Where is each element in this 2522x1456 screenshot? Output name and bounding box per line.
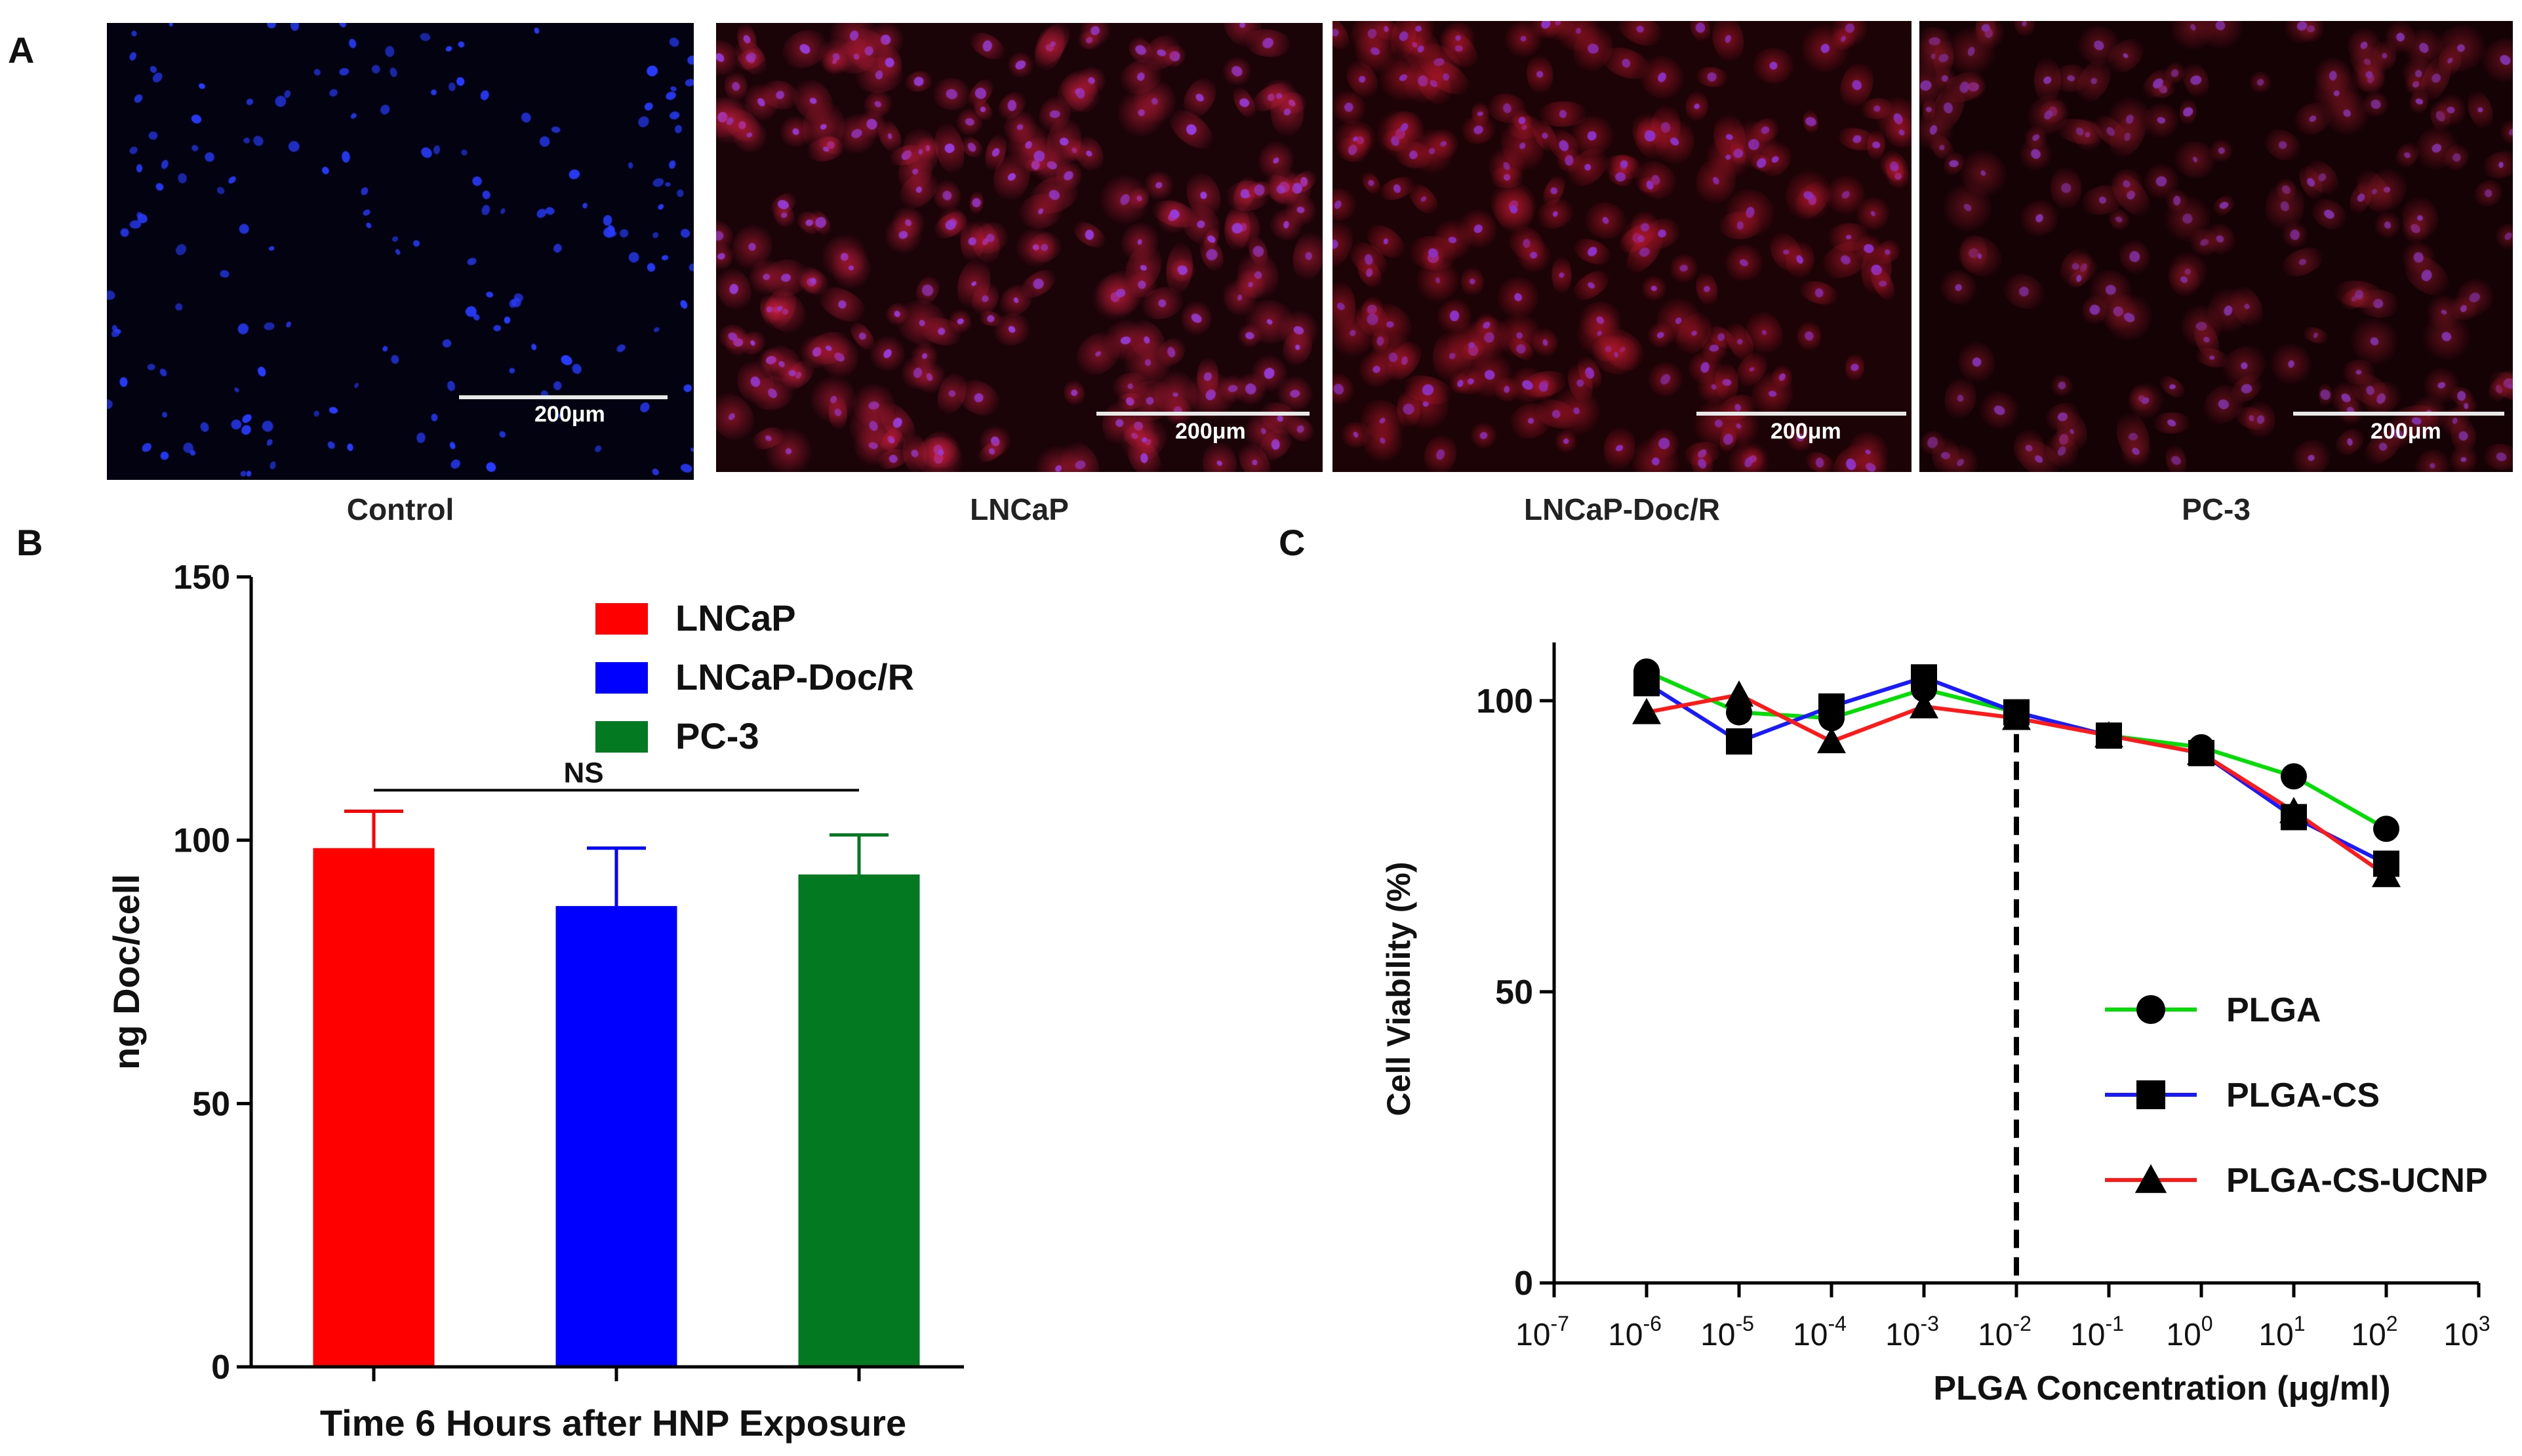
legend-marker [2136,1080,2165,1109]
x-tick-label: 102 [2351,1312,2397,1352]
legend-label: PLGA [2226,991,2321,1029]
panel-a-letter: A [8,30,35,71]
data-point-plga [2281,763,2307,790]
legend-marker [2134,1164,2167,1193]
y-axis-label: Cell Viability (%) [1380,861,1417,1116]
y-tick-label: 0 [211,1348,230,1387]
x-tick-label: 10-7 [1515,1312,1569,1352]
y-axis-label: ng Doc/cell [106,874,147,1070]
caption-lncap-docr: LNCaP-Doc/R [1523,492,1721,526]
micrograph-lncap-docr-image [1332,21,1912,472]
legend-swatch [595,721,648,753]
caption-lncap: LNCaP [970,492,1069,526]
legend-marker [2136,995,2165,1024]
caption-pc3: PC-3 [2182,492,2251,526]
data-point-plga-cs-ucnp [1725,680,1753,707]
micrograph-lncap-docr: 200μm [1332,21,1912,472]
x-tick-label: 10-6 [1608,1312,1662,1352]
scale-bar [1696,412,1906,416]
x-tick-label: 10-2 [1978,1312,2032,1352]
bar-chart: 0 50 100 150 LNCaP LNCaP-Doc/R PC-3 NS ng Doc… [106,559,964,1444]
y-tick-label: 100 [173,822,230,860]
scale-bar [1096,412,1310,416]
scale-bar-label: 200μm [2371,419,2441,444]
bar-lncap-doc-r [555,906,677,1367]
data-point-plga-cs-ucnp [1817,726,1846,753]
micrograph-lncap-image [716,23,1323,472]
panel-c-letter: C [1279,522,1306,563]
micrograph-control-image [107,23,694,480]
panel-b-letter: B [16,522,43,563]
legend-label: PC-3 [675,715,759,757]
caption-control: Control [346,492,454,526]
micrograph-control: 200μm [107,23,694,480]
scale-bar [2293,412,2504,416]
data-point-plga-cs-ucnp [2187,738,2216,765]
data-point-plga-cs-ucnp [1910,692,1938,718]
data-point-plga-cs [1911,664,1937,691]
legend-label: PLGA-CS [2226,1076,2380,1114]
data-point-plga-cs-ucnp [2279,797,2308,823]
x-tick-label: 10-5 [1700,1312,1754,1352]
scale-bar-label: 200μm [534,402,605,427]
y-tick-label: 50 [192,1085,230,1123]
scale-bar-label: 200μm [1771,419,1841,444]
scale-bar [459,395,668,399]
x-axis-label: PLGA Concentration (μg/ml) [1933,1369,2390,1407]
data-point-plga [2373,816,2399,842]
x-tick-label: 100 [2166,1312,2212,1352]
x-tick-label: 103 [2443,1312,2490,1352]
data-point-plga-cs-ucnp [2094,721,2123,748]
micrograph-pc3-image [1919,21,2513,472]
micrograph-lncap: 200μm [716,23,1323,472]
data-point-plga-cs-ucnp [2372,861,2401,888]
legend-swatch [595,603,648,635]
x-tick-label: 10-4 [1793,1312,1847,1352]
y-tick-label: 0 [1514,1265,1533,1303]
y-tick-label: 150 [173,559,230,597]
legend-label: PLGA-CS-UCNP [2226,1162,2488,1200]
data-point-plga-cs-ucnp [1632,698,1661,724]
line-chart: 0 50 100 10-7 10-6 10-5 10-4 10-3 10-2 10-1 100 101… [1380,642,2491,1407]
bar-lncap [313,848,435,1367]
legend-label: LNCaP-Doc/R [675,656,914,698]
legend-label: LNCaP [675,597,796,639]
data-point-plga-cs [1633,670,1660,697]
legend-swatch [595,662,648,694]
scale-bar-label: 200μm [1175,419,1246,444]
x-axis-label: Time 6 Hours after HNP Exposure [320,1402,906,1444]
x-tick-label: 10-1 [2070,1312,2124,1352]
data-point-plga-cs-ucnp [2002,703,2031,730]
x-tick-label: 10-3 [1885,1312,1939,1352]
data-point-plga-cs [1726,728,1752,755]
data-point-plga-cs [1818,693,1845,720]
micrograph-pc3: 200μm [1919,21,2513,472]
bar-pc-3 [798,874,920,1367]
significance-label: NS [563,757,603,789]
y-tick-label: 50 [1495,974,1533,1012]
y-tick-label: 100 [1476,682,1533,720]
x-tick-label: 101 [2258,1312,2305,1352]
